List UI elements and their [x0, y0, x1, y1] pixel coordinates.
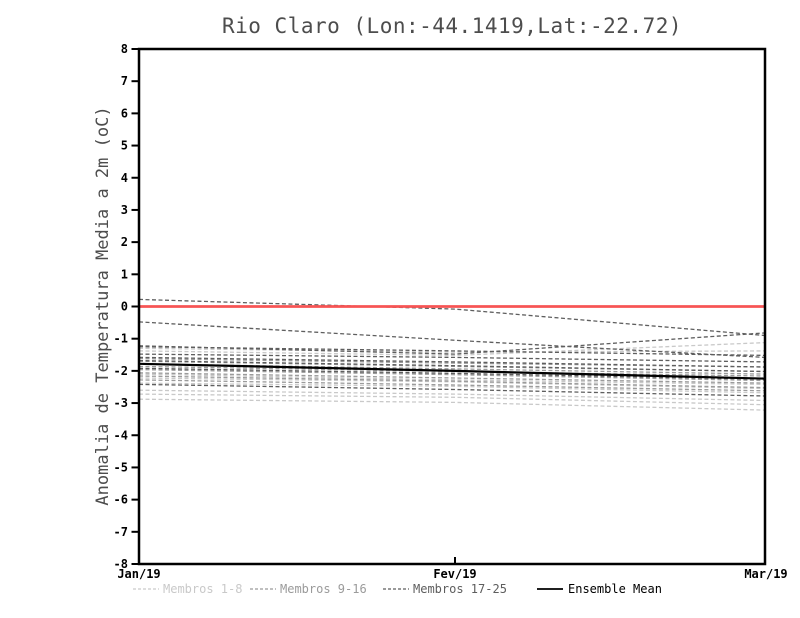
- ensemble-member-line: [138, 353, 766, 363]
- plot-frame: [137, 47, 767, 566]
- data-lines: [138, 298, 766, 411]
- y-tick-label: -3: [114, 396, 128, 410]
- y-tick-label: -4: [114, 428, 128, 442]
- y-tick-label: -1: [114, 332, 128, 346]
- y-tick-label: 0: [121, 300, 128, 314]
- y-tick-label: 8: [121, 42, 128, 56]
- ensemble-member-line: [138, 346, 766, 357]
- ensemble-member-line: [138, 373, 766, 386]
- ensemble-member-line: [138, 375, 766, 389]
- ensemble-member-line: [138, 356, 766, 368]
- y-tick-label: 3: [121, 203, 128, 217]
- y-tick-label: -6: [114, 493, 128, 507]
- ensemble-member-line: [138, 393, 766, 406]
- ensemble-member-line: [138, 341, 766, 357]
- ensemble-mean-line: [138, 362, 766, 380]
- y-tick-label: 1: [121, 267, 128, 281]
- y-axis-ticks: 8 7 6 5 4 3 2 1 0 -1 -2 -3 -4 -5 -6 -7 -8: [114, 42, 139, 571]
- ensemble-member-line: [138, 372, 766, 384]
- ensemble-member-line: [138, 398, 766, 411]
- y-tick-label: 5: [121, 139, 128, 153]
- ensemble-member-line: [138, 383, 766, 397]
- ensemble-member-line: [138, 298, 766, 337]
- ensemble-member-line: [138, 368, 766, 382]
- legend-label: Membros 1-8: [163, 582, 242, 596]
- x-tick-label-mar: Mar/19: [744, 567, 787, 581]
- chart-title: Rio Claro (Lon:-44.1419,Lat:-22.72): [222, 14, 682, 38]
- legend-label: Membros 17-25: [413, 582, 507, 596]
- legend-label: Membros 9-16: [280, 582, 367, 596]
- x-tick-label-jan: Jan/19: [117, 567, 160, 581]
- ensemble-member-line: [138, 377, 766, 390]
- ensemble-member-line: [138, 382, 766, 394]
- ensemble-member-line: [138, 367, 766, 380]
- y-tick-label: -5: [114, 460, 128, 474]
- y-tick-label: 6: [121, 106, 128, 120]
- y-tick-label: -7: [114, 525, 128, 539]
- legend-label: Ensemble Mean: [568, 582, 662, 596]
- x-tick-label-fev: Fev/19: [433, 567, 476, 581]
- ensemble-member-line: [138, 379, 766, 392]
- ensemble-member-line: [138, 359, 766, 373]
- y-axis-label: Anomalia de Temperatura Media a 2m (oC): [93, 106, 113, 505]
- y-tick-label: 7: [121, 74, 128, 88]
- ensemble-member-line: [138, 389, 766, 402]
- y-tick-label: 4: [121, 171, 128, 185]
- chart-legend: Membros 1-8 Membros 9-16 Membros 17-25 Ense…: [133, 582, 662, 596]
- y-tick-label: -8: [114, 557, 128, 571]
- ensemble-member-line: [138, 365, 766, 377]
- y-tick-label: -2: [114, 364, 128, 378]
- ensemble-member-line: [138, 321, 766, 359]
- y-tick-label: 2: [121, 235, 128, 249]
